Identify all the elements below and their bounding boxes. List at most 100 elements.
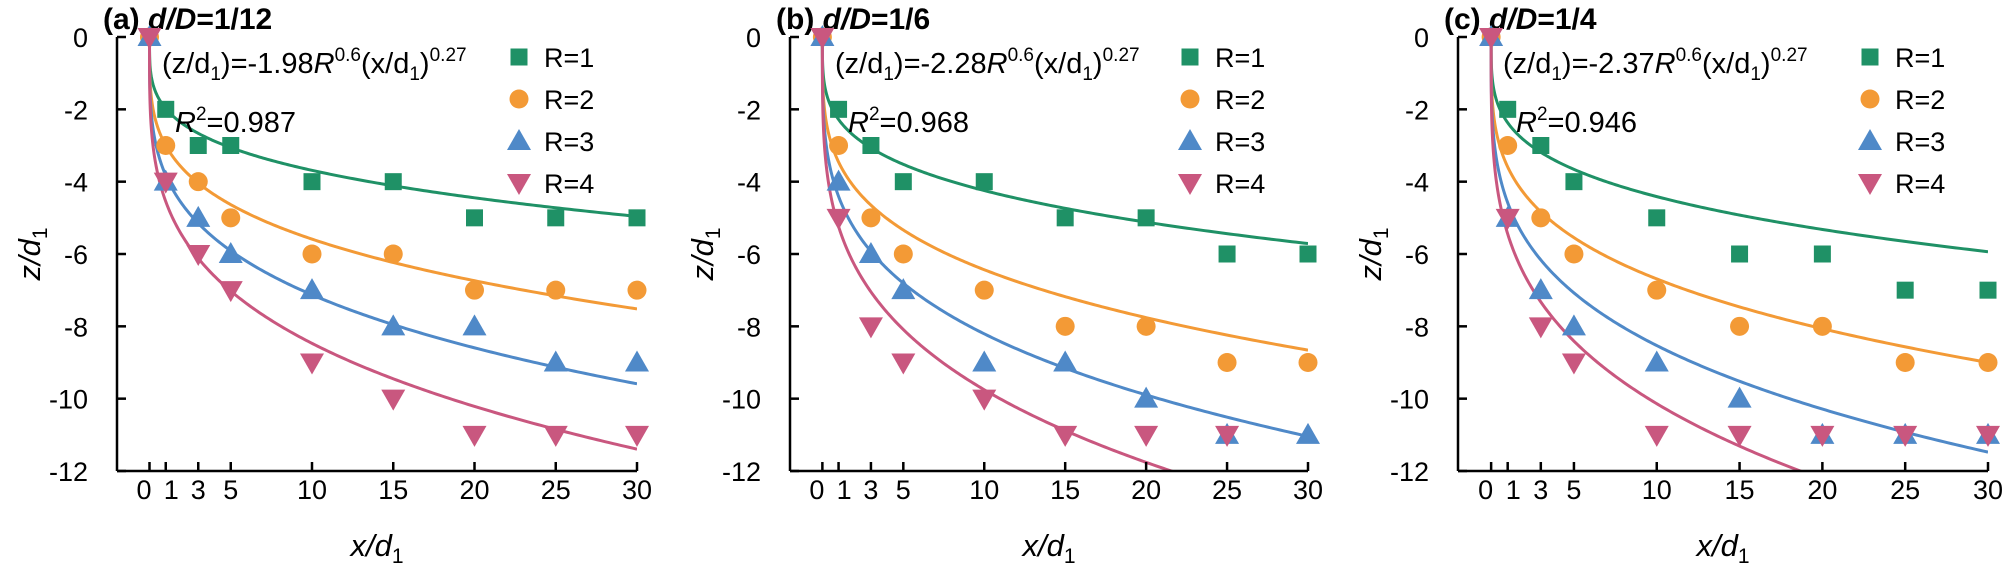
y-tick-label: -2	[64, 95, 88, 125]
data-point-R=4	[1976, 425, 2000, 447]
legend-marker	[507, 174, 531, 195]
x-tick-label: 10	[1642, 475, 1672, 505]
data-point-R=2	[1730, 316, 1750, 336]
panel-title: (c) d/D=1/4	[1444, 3, 1597, 36]
data-point-R=1	[830, 100, 848, 118]
chart-panel-1: (a) d/D=1/120-2-4-6-8-10-120 1 3 5 10 15 20 25 3…	[12, 3, 652, 565]
legend-label: R=1	[544, 43, 594, 73]
x-tick-label: 15	[1725, 475, 1755, 505]
data-point-R=1	[1532, 137, 1550, 154]
data-point-R=2	[627, 280, 647, 300]
x-tick-label: 5	[223, 475, 238, 505]
legend-item-R=1: R=1	[510, 43, 594, 73]
data-point-R=4	[1495, 208, 1520, 230]
data-point-R=1	[1499, 100, 1517, 118]
legend-label: R=2	[1215, 85, 1265, 115]
x-axis-label: x/d1	[1020, 528, 1075, 565]
data-point-R=2	[1498, 136, 1518, 155]
data-point-R=1	[222, 137, 240, 154]
fit-equation: (z/d1)=-2.28R0.6(x/d1)0.27	[835, 45, 1140, 85]
legend-item-R=2: R=2	[509, 85, 594, 115]
data-point-R=2	[1647, 280, 1667, 300]
x-tick-label: 10	[969, 475, 999, 505]
x-tick-label: 0	[136, 475, 151, 505]
x-tick-label: 1	[164, 475, 179, 505]
data-point-R=2	[1136, 316, 1156, 336]
r-squared: R2=0.968	[848, 104, 969, 139]
r-squared: R2=0.946	[1516, 104, 1637, 139]
legend-marker	[509, 89, 529, 109]
legend-item-R=4: R=4	[507, 169, 594, 199]
data-point-R=2	[829, 136, 849, 155]
fit-curve-R=2	[1489, 37, 1988, 364]
legend-item-R=1: R=1	[1181, 43, 1265, 73]
data-point-R=3	[1644, 350, 1669, 372]
legend-item-R=4: R=4	[1858, 169, 1945, 199]
x-tick-label: 1	[1506, 475, 1521, 505]
data-point-R=1	[894, 173, 912, 191]
data-point-R=4	[137, 28, 162, 49]
data-point-R=2	[974, 280, 994, 300]
data-point-R=1	[1896, 281, 1914, 299]
data-point-R=4	[186, 245, 211, 266]
y-tick-label: -10	[1390, 385, 1429, 415]
data-point-R=2	[1895, 353, 1915, 372]
data-point-R=2	[893, 244, 913, 264]
legend: R=1 R=2 R=3 R=4	[1178, 43, 1265, 199]
data-point-R=3	[462, 314, 487, 336]
legend: R=1 R=2 R=3 R=4	[1858, 43, 1945, 199]
data-point-R=2	[302, 244, 322, 264]
data-point-R=2	[1564, 244, 1584, 264]
x-tick-label: 5	[1566, 475, 1581, 505]
fit-curve-R=4	[148, 37, 637, 451]
x-tick-label: 3	[1533, 475, 1548, 505]
data-point-R=4	[462, 425, 487, 447]
data-point-R=4	[1561, 353, 1586, 375]
y-tick-label: 0	[1414, 23, 1429, 53]
data-point-R=3	[858, 242, 883, 263]
x-tick-label: 30	[1973, 475, 2003, 505]
data-point-R=3	[1561, 314, 1586, 336]
data-point-R=1	[1218, 245, 1236, 263]
data-point-R=4	[625, 425, 649, 447]
legend-marker	[1858, 129, 1882, 150]
data-point-R=4	[1053, 425, 1078, 447]
legend-item-R=3: R=3	[507, 127, 594, 157]
panel-title-value: =1/4	[1537, 3, 1597, 36]
x-tick-label: 20	[1131, 475, 1161, 505]
data-point-R=1	[1813, 245, 1831, 263]
data-point-R=4	[1893, 425, 1918, 447]
data-point-R=3	[972, 350, 997, 372]
y-tick-label: -6	[1405, 240, 1429, 270]
legend-marker	[1178, 129, 1202, 150]
data-point-R=1	[157, 100, 175, 118]
legend-marker	[1860, 89, 1880, 109]
legend-item-R=2: R=2	[1860, 85, 1945, 115]
data-points	[1479, 25, 2000, 447]
chart-panel-2: (b) d/D=1/60-2-4-6-8-10-120 1 3 5 10 15 20 25 30…	[685, 3, 1323, 565]
data-point-R=2	[383, 244, 403, 264]
data-point-R=1	[1056, 209, 1074, 227]
data-point-R=1	[466, 209, 483, 227]
data-point-R=3	[381, 314, 406, 336]
x-tick-label: 0	[1478, 475, 1493, 505]
panel-title: (a) d/D=1/12	[103, 3, 272, 36]
legend-marker	[1181, 48, 1199, 66]
data-point-R=3	[1727, 386, 1752, 408]
data-point-R=3	[1053, 350, 1078, 372]
y-tick-label: -8	[737, 312, 761, 342]
fit-equation: (z/d1)=-2.37R0.6(x/d1)0.27	[1503, 45, 1808, 85]
y-axis-label: z/d1	[12, 227, 52, 281]
legend-item-R=1: R=1	[1861, 43, 1945, 73]
x-tick-label: 1	[837, 475, 852, 505]
fit-curve-R=2	[820, 37, 1308, 352]
data-point-R=2	[1812, 316, 1832, 336]
legend-marker	[1858, 174, 1882, 195]
data-point-R=3	[1296, 422, 1320, 444]
data-point-R=4	[153, 172, 178, 194]
y-tick-label: 0	[73, 23, 88, 53]
data-point-R=3	[891, 278, 916, 300]
data-point-R=2	[156, 136, 176, 155]
legend-label: R=2	[544, 85, 594, 115]
